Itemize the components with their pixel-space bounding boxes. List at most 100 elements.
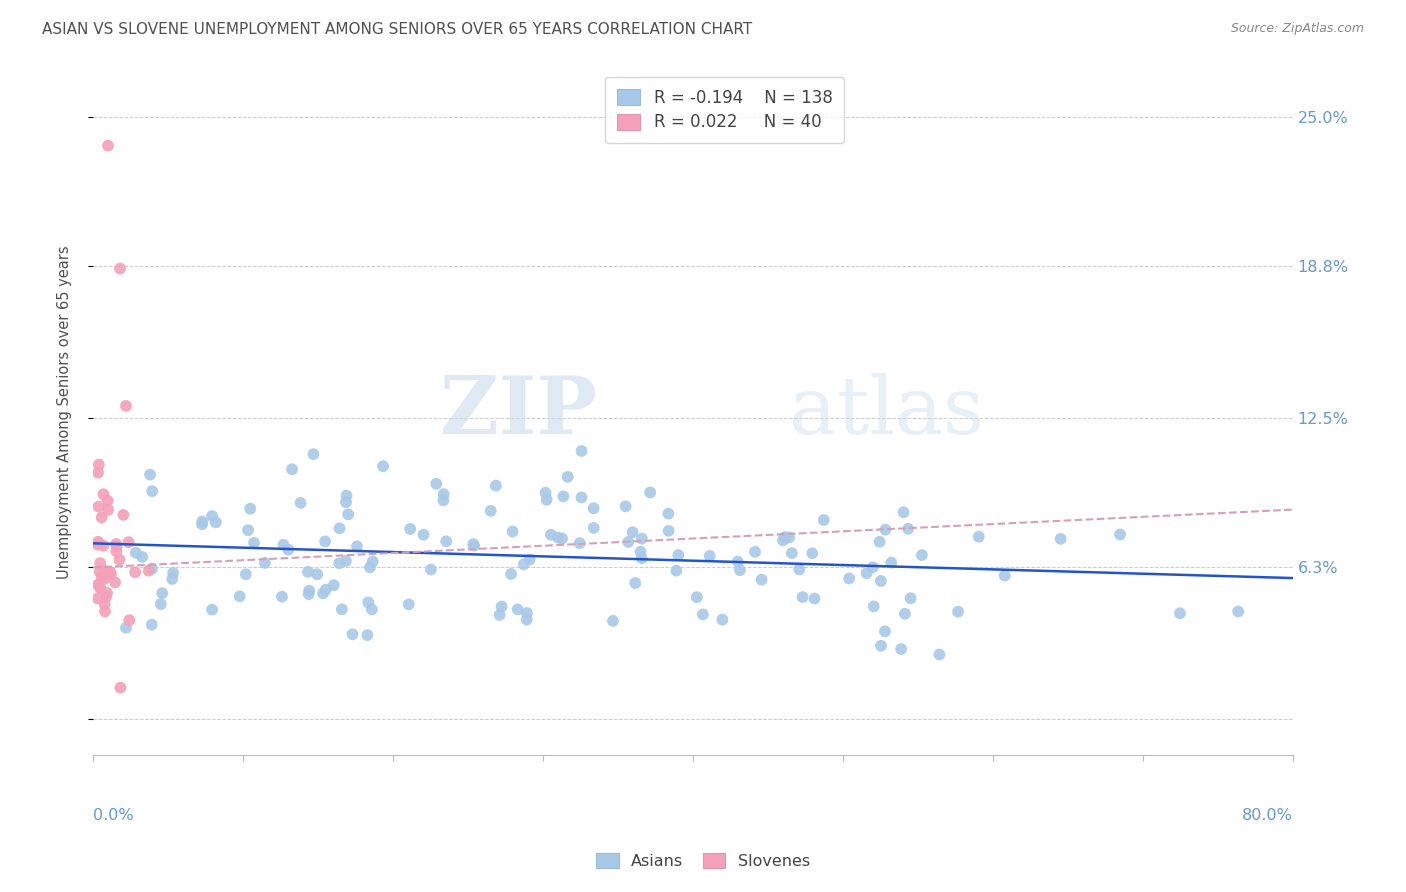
Point xyxy=(488,607,510,622)
Point xyxy=(499,566,522,581)
Point xyxy=(141,617,163,632)
Point xyxy=(314,534,336,549)
Point xyxy=(162,572,184,586)
Point xyxy=(93,487,115,501)
Point xyxy=(201,509,224,524)
Point xyxy=(772,533,794,548)
Point xyxy=(412,527,434,541)
Point xyxy=(118,613,141,627)
Point xyxy=(138,564,160,578)
Text: ASIAN VS SLOVENE UNEMPLOYMENT AMONG SENIORS OVER 65 YEARS CORRELATION CHART: ASIAN VS SLOVENE UNEMPLOYMENT AMONG SENI… xyxy=(42,22,752,37)
Point xyxy=(506,602,529,616)
Point xyxy=(105,540,128,554)
Point xyxy=(838,571,860,585)
Point xyxy=(90,510,112,524)
Point xyxy=(90,571,112,585)
Point xyxy=(621,525,644,540)
Point xyxy=(98,565,121,579)
Point xyxy=(519,552,541,566)
Point xyxy=(419,562,441,576)
Point xyxy=(87,466,110,480)
Point xyxy=(89,581,111,595)
Point xyxy=(582,521,605,535)
Point xyxy=(862,560,884,574)
Point xyxy=(536,492,558,507)
Point xyxy=(328,521,350,535)
Point xyxy=(312,586,335,600)
Point xyxy=(298,583,321,598)
Point xyxy=(97,503,120,517)
Point xyxy=(399,522,422,536)
Point xyxy=(617,535,640,549)
Point xyxy=(870,639,893,653)
Point xyxy=(108,261,131,276)
Point xyxy=(870,574,893,588)
Point xyxy=(150,586,173,600)
Point xyxy=(298,587,321,601)
Point xyxy=(97,493,120,508)
Point xyxy=(432,493,454,508)
Point xyxy=(491,599,513,614)
Point xyxy=(302,447,325,461)
Point xyxy=(553,490,575,504)
Point xyxy=(277,542,299,557)
Point xyxy=(894,607,917,621)
Point xyxy=(967,530,990,544)
Point xyxy=(191,515,214,529)
Point xyxy=(141,561,163,575)
Point xyxy=(773,530,796,544)
Point xyxy=(463,539,485,553)
Point xyxy=(602,614,624,628)
Point xyxy=(855,566,877,581)
Point xyxy=(141,484,163,499)
Point xyxy=(342,627,364,641)
Point xyxy=(297,565,319,579)
Point xyxy=(243,536,266,550)
Point xyxy=(93,597,115,611)
Point xyxy=(479,504,502,518)
Point xyxy=(322,578,344,592)
Point xyxy=(290,496,312,510)
Point xyxy=(94,572,117,586)
Point xyxy=(125,546,148,560)
Point xyxy=(87,500,110,514)
Point xyxy=(239,501,262,516)
Point xyxy=(778,530,800,544)
Point xyxy=(330,602,353,616)
Point xyxy=(630,545,652,559)
Point xyxy=(87,458,110,472)
Text: Source: ZipAtlas.com: Source: ZipAtlas.com xyxy=(1230,22,1364,36)
Point xyxy=(281,462,304,476)
Point xyxy=(699,549,721,563)
Point xyxy=(897,522,920,536)
Point xyxy=(928,648,950,662)
Text: 80.0%: 80.0% xyxy=(1241,808,1294,823)
Point xyxy=(547,531,569,545)
Point xyxy=(105,544,128,558)
Point xyxy=(149,597,172,611)
Point xyxy=(139,467,162,482)
Point xyxy=(346,539,368,553)
Point xyxy=(110,681,132,695)
Point xyxy=(86,591,108,606)
Point xyxy=(108,552,131,566)
Point xyxy=(890,642,912,657)
Point xyxy=(1109,527,1132,541)
Point xyxy=(658,524,681,538)
Point xyxy=(686,590,709,604)
Point xyxy=(361,555,384,569)
Point xyxy=(638,485,661,500)
Point xyxy=(862,599,884,614)
Point xyxy=(728,563,751,577)
Point xyxy=(666,548,689,562)
Point xyxy=(1049,532,1071,546)
Point xyxy=(89,565,111,579)
Point xyxy=(398,598,420,612)
Point xyxy=(104,575,127,590)
Text: ZIP: ZIP xyxy=(440,373,598,451)
Point xyxy=(665,564,688,578)
Point xyxy=(94,604,117,618)
Point xyxy=(516,606,538,620)
Point xyxy=(434,534,457,549)
Point xyxy=(571,444,593,458)
